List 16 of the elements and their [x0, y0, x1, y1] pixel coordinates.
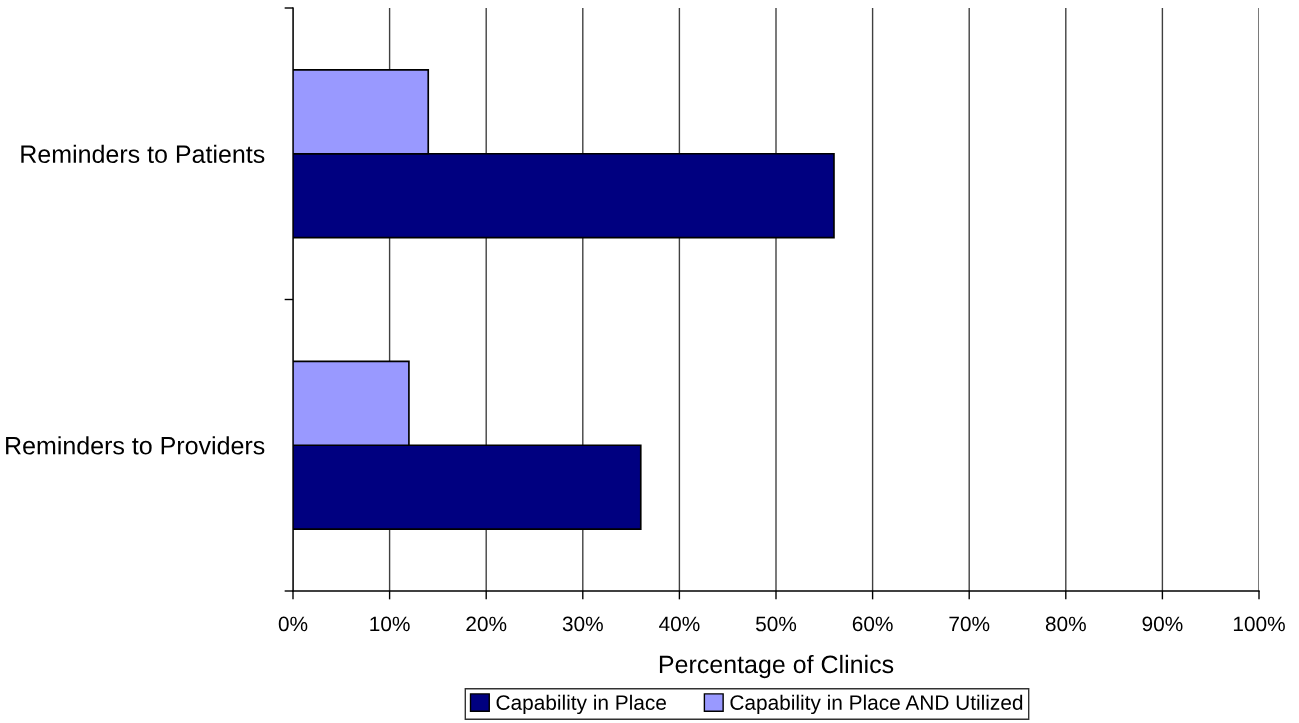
x-tick-label: 30% — [562, 616, 603, 632]
y-tick-label: Reminders to Providers — [6, 436, 265, 455]
x-tick-label: 50% — [755, 616, 797, 632]
x-tick-label: 70% — [949, 616, 990, 632]
legend-label: Capability in Place — [496, 694, 666, 715]
x-tick-label: 100% — [1233, 616, 1285, 632]
legend-label: Capability in Place AND Utilized — [730, 694, 1023, 715]
x-axis-title: Percentage of Clinics — [659, 654, 894, 679]
x-tick-label: 60% — [852, 616, 893, 632]
y-tick-label: Reminders to Patients — [21, 144, 265, 164]
x-tick-label: 20% — [466, 616, 507, 632]
x-tick-label: 10% — [370, 616, 410, 632]
x-tick-label: 90% — [1142, 616, 1183, 632]
x-tick-label: 0% — [278, 616, 308, 632]
x-tick-label: 80% — [1045, 616, 1086, 632]
x-tick-label: 40% — [659, 616, 700, 632]
